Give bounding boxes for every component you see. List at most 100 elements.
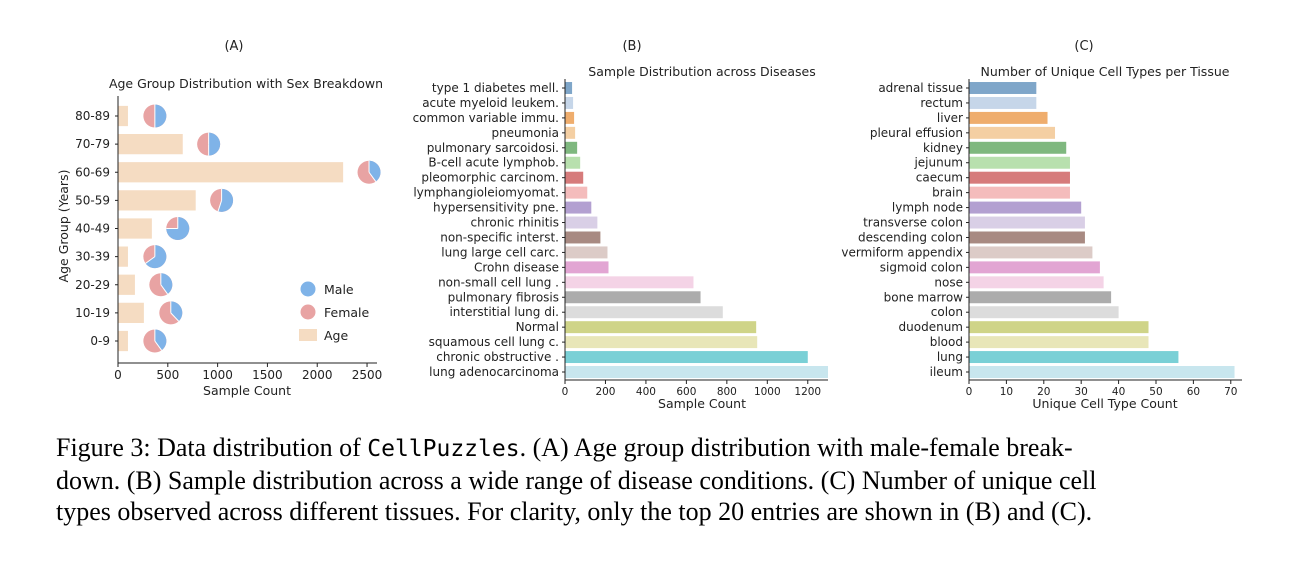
- panel-c-xlabel: Unique Cell Type Count: [1032, 396, 1177, 411]
- disease-category-label: common variable immu.: [413, 111, 559, 125]
- tissue-bar: [969, 112, 1048, 124]
- disease-category-label: pneumonia: [491, 126, 559, 140]
- age-category-label: 70-79: [75, 137, 110, 151]
- age-bar: [118, 190, 196, 210]
- disease-bar: [565, 321, 756, 333]
- tissue-xtick-label: 50: [1149, 386, 1162, 398]
- age-bar: [118, 218, 152, 238]
- tissue-bar: [969, 306, 1119, 318]
- tissue-bar: [969, 172, 1070, 184]
- tissue-bar: [969, 321, 1149, 333]
- tissue-category-label: adrenal tissue: [878, 81, 963, 95]
- tissue-bar: [969, 202, 1081, 214]
- disease-bar: [565, 97, 573, 109]
- panel-a-xlabel: Sample Count: [203, 383, 291, 398]
- panel-a-label: (A): [224, 39, 243, 54]
- legend-male-marker: [301, 282, 316, 297]
- panel-c-label: (C): [1074, 39, 1093, 54]
- disease-category-label: chronic rhinitis: [471, 216, 559, 230]
- tissue-bar: [969, 142, 1066, 154]
- disease-bar: [565, 291, 701, 303]
- tissue-category-label: brain: [932, 186, 963, 200]
- age-xtick-label: 2000: [302, 368, 333, 382]
- disease-bar: [565, 366, 828, 378]
- disease-category-label: hypersensitivity pne.: [433, 201, 559, 215]
- disease-category-label: pulmonary fibrosis: [448, 290, 559, 304]
- disease-category-label: Crohn disease: [474, 260, 559, 274]
- age-xtick-label: 0: [114, 368, 122, 382]
- disease-xtick-label: 600: [676, 386, 696, 398]
- tissue-category-label: vermiform appendix: [841, 245, 963, 259]
- tissue-category-label: lymph node: [892, 201, 963, 215]
- age-bar: [118, 303, 144, 323]
- tissue-category-label: colon: [931, 305, 963, 319]
- tissue-bar: [969, 276, 1104, 288]
- tissue-bar: [969, 82, 1036, 94]
- age-xtick-label: 500: [156, 368, 179, 382]
- age-category-label: 60-69: [75, 165, 110, 179]
- panel-a-ylabel: Age Group (Years): [56, 170, 71, 283]
- age-xtick-label: 1000: [202, 368, 233, 382]
- disease-xtick-label: 200: [595, 386, 615, 398]
- disease-category-label: chronic obstructive .: [436, 350, 559, 364]
- tissue-bar: [969, 291, 1111, 303]
- disease-category-label: lymphangioleiomyomat.: [413, 186, 559, 200]
- legend-entry-label: Age: [324, 328, 348, 343]
- tissue-bar: [969, 246, 1092, 258]
- tissue-xtick-label: 70: [1224, 386, 1237, 398]
- tissue-category-label: rectum: [920, 96, 963, 110]
- tissue-category-label: nose: [934, 275, 963, 289]
- disease-category-label: pulmonary sarcoidosi.: [427, 141, 559, 155]
- disease-bar: [565, 127, 575, 139]
- tissue-bar: [969, 261, 1100, 273]
- caption-code-name: CellPuzzles: [367, 436, 519, 462]
- age-category-label: 10-19: [75, 306, 110, 320]
- disease-category-label: acute myeloid leukem.: [422, 96, 559, 110]
- figure-caption: Figure 3: Data distribution of CellPuzzl…: [56, 432, 1256, 527]
- tissue-category-label: blood: [930, 335, 963, 349]
- disease-bar: [565, 202, 591, 214]
- tissue-category-label: transverse colon: [863, 216, 963, 230]
- age-category-label: 40-49: [75, 222, 110, 236]
- disease-bar: [565, 142, 577, 154]
- disease-bar: [565, 112, 574, 124]
- tissue-bar: [969, 127, 1055, 139]
- disease-category-label: interstitial lung di.: [449, 305, 559, 319]
- legend-entry-label: Female: [324, 305, 370, 320]
- panel-b-title: Sample Distribution across Diseases: [588, 64, 815, 79]
- tissue-bar: [969, 336, 1149, 348]
- disease-bar: [565, 351, 808, 363]
- caption-line-1: Figure 3: Data distribution of CellPuzzl…: [56, 432, 1256, 465]
- tissue-category-label: descending colon: [858, 230, 963, 244]
- tissue-category-label: pleural effusion: [870, 126, 963, 140]
- panel-b-plot: type 1 diabetes mell.acute myeloid leuke…: [413, 79, 828, 398]
- disease-bar: [565, 276, 693, 288]
- disease-bar: [565, 306, 723, 318]
- disease-bar: [565, 187, 587, 199]
- tissue-category-label: lung: [937, 350, 963, 364]
- panel-b-xlabel: Sample Count: [658, 396, 746, 411]
- age-category-label: 50-59: [75, 193, 110, 207]
- figure-panels: (A) Age Group Distribution with Sex Brea…: [0, 0, 1306, 430]
- disease-category-label: B-cell acute lymphob.: [428, 156, 559, 170]
- disease-xtick-label: 400: [636, 386, 656, 398]
- tissue-bar: [969, 97, 1036, 109]
- disease-xtick-label: 0: [562, 386, 569, 398]
- age-category-label: 30-39: [75, 250, 110, 264]
- disease-bar: [565, 157, 580, 169]
- tissue-bar: [969, 231, 1085, 243]
- disease-bar: [565, 231, 600, 243]
- panel-b-label: (B): [622, 39, 641, 54]
- tissue-xtick-label: 40: [1112, 386, 1125, 398]
- disease-xtick-label: 1000: [754, 386, 781, 398]
- tissue-bar: [969, 351, 1178, 363]
- tissue-bar: [969, 366, 1235, 378]
- legend-entry-label: Male: [324, 282, 354, 297]
- tissue-bar: [969, 217, 1085, 229]
- caption-line-1-suffix: . (A) Age group distribution with male-f…: [520, 433, 1073, 462]
- disease-bar: [565, 172, 583, 184]
- disease-category-label: type 1 diabetes mell.: [432, 81, 559, 95]
- legend-age-marker: [299, 329, 317, 341]
- tissue-xtick-label: 0: [966, 386, 973, 398]
